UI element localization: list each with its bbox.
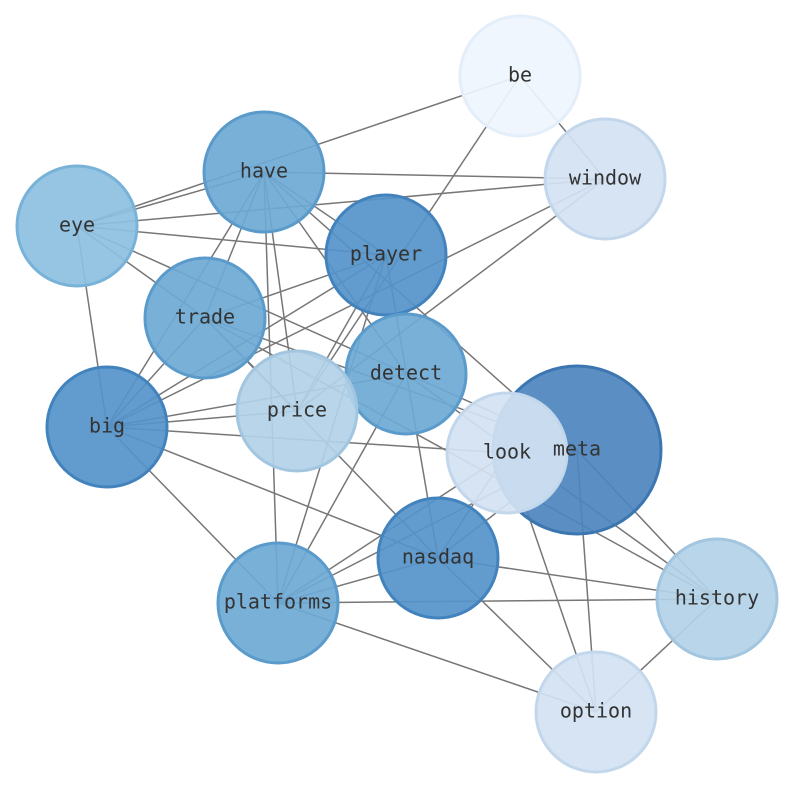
node: [376, 496, 500, 620]
node-label: trade: [175, 305, 235, 329]
node-label: detect: [370, 361, 442, 385]
node: [15, 164, 139, 288]
node-label: option: [560, 699, 632, 723]
node: [534, 650, 658, 774]
node-label: eye: [59, 213, 95, 237]
node-label: meta: [553, 437, 601, 461]
node-label: big: [89, 414, 125, 438]
node-label: be: [508, 63, 532, 87]
node: [235, 349, 359, 473]
edge: [277, 598, 718, 604]
node: [655, 537, 779, 661]
node: [143, 256, 267, 380]
edge: [76, 178, 606, 227]
node: [458, 14, 582, 138]
node: [216, 541, 340, 665]
nodes: be window have eye player trade detect price big…: [15, 14, 779, 774]
node-label: history: [675, 586, 759, 610]
node-label: platforms: [224, 590, 332, 614]
node-label: have: [240, 159, 288, 183]
node: [202, 110, 326, 234]
node-label: window: [569, 166, 642, 190]
node: [324, 193, 448, 317]
node: [445, 391, 569, 515]
node-label: price: [267, 398, 327, 422]
node: [45, 365, 169, 489]
node-label: player: [350, 242, 422, 266]
node-label: nasdaq: [402, 545, 474, 569]
node-label: look: [483, 440, 531, 464]
node: [543, 117, 667, 241]
